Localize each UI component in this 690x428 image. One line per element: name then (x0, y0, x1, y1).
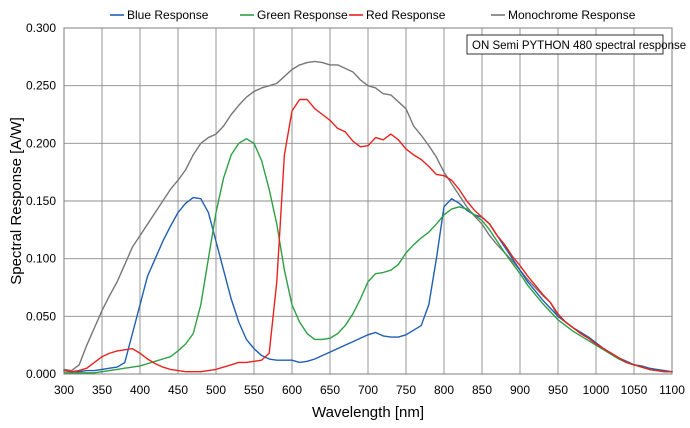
plot-area-frame (63, 27, 673, 375)
annotation-text: ON Semi PYTHON 480 spectral response (472, 40, 686, 52)
series-line-green-response (63, 138, 673, 374)
x-tick-labels: 300 350 400 450 500 550 600 650 700 750 800 850 900 9… (54, 383, 685, 397)
y-tick-label: 0.100 (26, 252, 56, 266)
x-tick-label: 750 (396, 383, 416, 397)
grid-lines (63, 27, 673, 375)
x-tick-label: 300 (54, 383, 74, 397)
y-tick-label: 0.250 (26, 79, 56, 93)
legend-label: Red Response (366, 8, 446, 22)
y-tick-label: 0.150 (26, 194, 56, 208)
y-tick-labels: 0.000 0.050 0.100 0.150 0.200 0.250 0.300 (26, 21, 56, 381)
y-tick-label: 0.000 (26, 367, 56, 381)
x-tick-label: 800 (434, 383, 454, 397)
x-tick-label: 700 (358, 383, 378, 397)
x-tick-label: 900 (510, 383, 530, 397)
x-tick-label: 400 (130, 383, 150, 397)
legend-label: Blue Response (127, 8, 209, 22)
y-tick-label: 0.200 (26, 136, 56, 150)
legend-label: Green Response (257, 8, 348, 22)
legend: Blue Response Green Response Red Response M… (110, 8, 636, 22)
y-tick-label: 0.300 (26, 21, 56, 35)
annotation-box: ON Semi PYTHON 480 spectral response (466, 34, 686, 55)
x-tick-label: 550 (244, 383, 264, 397)
x-tick-label: 1100 (659, 383, 685, 397)
series-line-red-response (63, 98, 673, 373)
x-axis-label: Wavelength [nm] (312, 404, 424, 421)
x-tick-label: 500 (206, 383, 226, 397)
x-tick-label: 1050 (621, 383, 648, 397)
x-tick-label: 950 (548, 383, 568, 397)
x-tick-label: 850 (472, 383, 492, 397)
annotation-frame (466, 34, 664, 55)
x-tick-label: 350 (92, 383, 112, 397)
x-tick-label: 650 (320, 383, 340, 397)
series-layer (63, 60, 673, 374)
y-tick-label: 0.050 (26, 309, 56, 323)
x-tick-label: 1000 (583, 383, 610, 397)
x-tick-label: 450 (168, 383, 188, 397)
y-axis-label: Spectral Response [A/W] (8, 117, 25, 285)
legend-label: Monochrome Response (508, 8, 636, 22)
x-tick-label: 600 (282, 383, 302, 397)
